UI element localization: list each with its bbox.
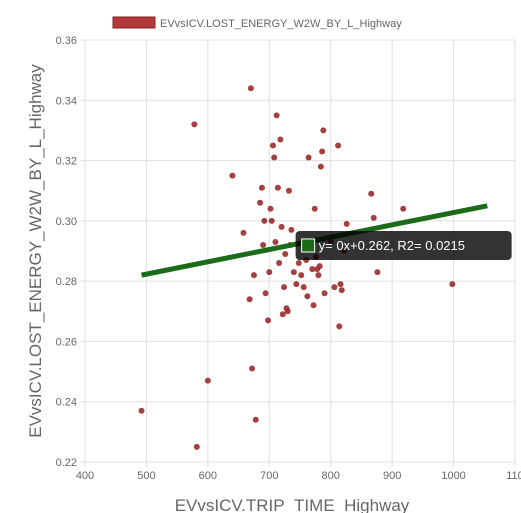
data-point (279, 311, 286, 318)
data-point (304, 293, 311, 300)
data-point (261, 217, 268, 224)
y-axis-title: EVvsICV.LOST_ENERGY_W2W_BY_L_Highway (26, 64, 45, 438)
data-point (273, 112, 280, 119)
data-point (247, 85, 254, 92)
data-point (338, 287, 345, 294)
data-point (319, 148, 326, 155)
tooltip-box (295, 230, 512, 260)
data-point (284, 308, 291, 315)
data-point (310, 302, 317, 309)
data-point (269, 142, 276, 149)
data-point (266, 269, 273, 276)
data-point (204, 377, 211, 384)
data-point (262, 290, 269, 297)
legend[interactable]: EVvsICV.LOST_ENERGY_W2W_BY_L_Highway (112, 16, 402, 30)
data-point (250, 272, 257, 279)
data-point (249, 365, 256, 372)
data-point (257, 199, 264, 206)
tooltip-swatch (301, 238, 316, 253)
x-tick-label: 900 (383, 470, 401, 482)
x-tick-label: 600 (199, 470, 217, 482)
x-tick-label: 110 (506, 470, 521, 482)
data-point (370, 214, 377, 221)
x-tick-label: 800 (322, 470, 340, 482)
data-point (191, 121, 198, 128)
data-point (272, 238, 279, 245)
data-point (267, 205, 274, 212)
data-point (343, 220, 350, 227)
data-point (298, 272, 305, 279)
y-tick-label: 0.26 (56, 336, 77, 348)
data-point (449, 281, 456, 288)
data-point (271, 154, 278, 161)
y-tick-label: 0.36 (56, 35, 77, 47)
x-tick-label: 700 (260, 470, 278, 482)
data-point (331, 284, 338, 291)
data-point (260, 241, 267, 248)
y-tick-label: 0.30 (56, 216, 77, 228)
data-point (320, 127, 327, 134)
x-tick-label: 500 (137, 470, 155, 482)
legend-swatch[interactable] (112, 16, 156, 29)
x-tick-label: 400 (76, 470, 94, 482)
data-point (258, 184, 265, 191)
y-tick-label: 0.32 (56, 156, 77, 168)
data-point (374, 269, 381, 276)
x-tick-label: 1000 (441, 470, 465, 482)
y-axis-ticks: 0.22 0.24 0.26 0.28 0.30 0.32 0.34 0.36 (56, 35, 77, 469)
data-point (246, 296, 253, 303)
data-point (335, 142, 342, 149)
data-point (305, 154, 312, 161)
data-point (400, 205, 407, 212)
data-point (265, 317, 272, 324)
data-point (274, 184, 281, 191)
x-axis-ticks: 400 500 600 700 800 900 1000 110 (76, 470, 521, 482)
data-point (278, 223, 285, 230)
data-point (138, 407, 145, 414)
data-point (321, 290, 328, 297)
data-point (311, 205, 318, 212)
data-point (337, 281, 344, 288)
y-tick-label: 0.24 (56, 397, 77, 409)
data-point (290, 269, 297, 276)
y-tick-label: 0.28 (56, 276, 77, 288)
data-point (240, 229, 247, 236)
data-point (252, 416, 259, 423)
data-point (368, 190, 375, 197)
data-point (315, 272, 322, 279)
data-point (336, 323, 343, 330)
grid-lines (80, 39, 516, 467)
x-axis-title: EVvsICV.TRIP_TIME_Highway (175, 496, 410, 513)
y-tick-label: 0.34 (56, 95, 77, 107)
data-point (309, 266, 316, 273)
data-point (285, 187, 292, 194)
data-point (295, 260, 302, 267)
data-point (268, 217, 275, 224)
data-point (193, 443, 200, 450)
data-point (288, 226, 295, 233)
tooltip-text: y= 0x+0.262, R2= 0.0215 (319, 238, 465, 253)
data-point (300, 284, 307, 291)
trendline-tooltip: y= 0x+0.262, R2= 0.0215 (295, 230, 512, 260)
data-point (293, 281, 300, 288)
data-point (281, 284, 288, 291)
data-point (277, 136, 284, 143)
y-tick-label: 0.22 (56, 457, 77, 469)
legend-label[interactable]: EVvsICV.LOST_ENERGY_W2W_BY_L_Highway (160, 18, 402, 30)
data-point (229, 172, 236, 179)
data-point (316, 263, 323, 270)
data-point (282, 251, 289, 258)
data-point (276, 260, 283, 267)
data-point (317, 163, 324, 170)
